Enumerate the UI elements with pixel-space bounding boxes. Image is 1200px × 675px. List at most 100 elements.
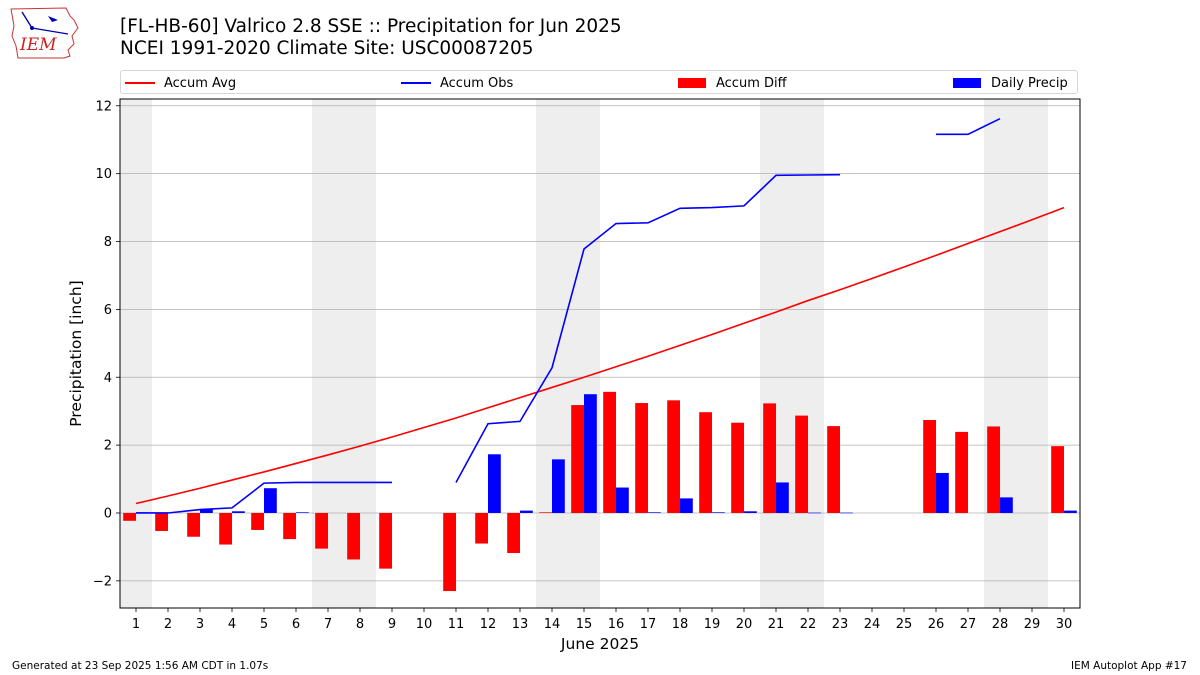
accum-avg-line-segment-1: [135, 206, 1065, 505]
daily-precip-bar-day-12: [488, 454, 501, 513]
legend-item-daily-precip: Daily Precip: [953, 74, 1068, 92]
accum-diff-bar-day-15: [571, 405, 584, 513]
accum-diff-bar-day-1: [123, 512, 136, 521]
x-tick-label-10: 10: [416, 617, 433, 632]
accum-obs-line-segment-2: [455, 173, 841, 483]
legend-label-accum-obs: Accum Obs: [440, 75, 514, 91]
accum-diff-bar-day-5: [251, 512, 264, 530]
x-tick-label-25: 25: [896, 617, 913, 632]
daily-precip-bar-day-23: [840, 512, 853, 514]
daily-precip-bar-day-3: [200, 508, 213, 513]
daily-precip-bar-day-15: [584, 394, 597, 513]
chart-title: [FL-HB-60] Valrico 2.8 SSE :: Precipitat…: [120, 16, 622, 37]
x-tick-label-27: 27: [960, 617, 977, 632]
accum-diff-bar-day-27: [955, 431, 968, 513]
daily-precip-bar-day-28: [1000, 497, 1013, 513]
x-tick-label-28: 28: [992, 617, 1009, 632]
x-tick-label-6: 6: [292, 617, 300, 632]
x-tick-label-23: 23: [832, 617, 849, 632]
instrument-dot: [30, 26, 34, 30]
accum-diff-bar-day-18: [667, 400, 680, 513]
y-tick-label: 6: [104, 303, 112, 318]
accum-diff-bar-day-14: [539, 512, 552, 513]
x-tick-label-13: 13: [512, 617, 529, 632]
x-tick-label-12: 12: [480, 617, 497, 632]
accum-diff-bar-day-13: [507, 512, 520, 554]
x-axis-label: June 2025: [560, 635, 639, 653]
x-tick-label-11: 11: [448, 617, 465, 632]
daily-precip-bar-day-18: [680, 498, 693, 513]
legend-swatch-daily-precip: [953, 78, 981, 88]
legend-item-accum-diff: Accum Diff: [678, 74, 787, 92]
legend-label-daily-precip: Daily Precip: [991, 75, 1068, 91]
x-tick-label-18: 18: [672, 617, 689, 632]
x-tick-label-14: 14: [544, 617, 561, 632]
weekend-band-1: [120, 99, 152, 608]
accum-diff-bar-day-28: [987, 426, 1000, 513]
legend-item-accum-obs: Accum Obs: [401, 74, 513, 92]
daily-precip-bar-day-13: [520, 510, 533, 513]
legend: Accum Avg Accum Obs Accum Diff Daily Pre…: [120, 70, 1078, 94]
daily-precip-bar-day-19: [712, 512, 725, 513]
daily-precip-bar-day-21: [776, 482, 789, 513]
x-tick-label-21: 21: [768, 617, 785, 632]
logo-text: IEM: [19, 35, 57, 55]
accum-obs-line-segment-1: [136, 481, 392, 514]
weekend-band-3: [536, 99, 600, 608]
footer-generated: Generated at 23 Sep 2025 1:56 AM CDT in …: [12, 660, 269, 672]
legend-item-accum-avg: Accum Avg: [125, 74, 236, 92]
daily-precip-bar-day-20: [744, 511, 757, 513]
accum-diff-bar-day-12: [475, 512, 488, 544]
y-tick-label: −2: [93, 574, 112, 589]
accum-diff-bar-day-3: [187, 512, 200, 537]
daily-precip-bar-day-17: [648, 512, 661, 513]
legend-swatch-accum-obs: [401, 82, 431, 84]
accum-diff-bar-day-11: [443, 512, 456, 592]
daily-precip-bar-day-6: [296, 512, 309, 513]
accum-diff-bar-day-4: [219, 512, 232, 545]
accum-diff-bar-day-30: [1051, 446, 1064, 513]
chart-subtitle: NCEI 1991-2020 Climate Site: USC00087205: [120, 38, 534, 59]
accum-diff-bar-day-2: [155, 512, 168, 531]
weekend-band-2: [312, 99, 376, 608]
accum-diff-bar-day-19: [699, 412, 712, 513]
iem-logo: IEM: [10, 7, 79, 59]
weekend-band-4: [760, 99, 824, 608]
legend-label-accum-diff: Accum Diff: [716, 75, 787, 91]
daily-precip-bar-day-4: [232, 511, 245, 513]
x-tick-label-8: 8: [356, 617, 364, 632]
x-tick-label-5: 5: [260, 617, 268, 632]
accum-diff-bar-day-26: [923, 420, 936, 513]
legend-label-accum-avg: Accum Avg: [164, 75, 237, 91]
footer-app: IEM Autoplot App #17: [1071, 660, 1187, 672]
x-tick-label-2: 2: [164, 617, 172, 632]
legend-swatch-accum-avg: [125, 82, 155, 84]
x-tick-label-20: 20: [736, 617, 753, 632]
y-tick-label: 8: [104, 235, 112, 250]
x-tick-label-30: 30: [1056, 617, 1073, 632]
x-tick-label-7: 7: [324, 617, 332, 632]
accum-diff-bar-day-17: [635, 403, 648, 513]
daily-precip-bar-day-1: [136, 512, 149, 513]
x-tick-label-29: 29: [1024, 617, 1041, 632]
accum-diff-bar-day-7: [315, 512, 328, 549]
accum-obs-line-segment-3: [936, 117, 1001, 136]
accum-diff-bar-day-9: [379, 512, 392, 569]
y-tick-label: 0: [104, 506, 112, 521]
accum-diff-bar-day-16: [603, 391, 616, 513]
accum-diff-bar-day-8: [347, 512, 360, 560]
instrument-line: [31, 27, 69, 35]
x-tick-label-22: 22: [800, 617, 817, 632]
y-tick-label: 4: [104, 371, 112, 386]
x-tick-label-9: 9: [388, 617, 396, 632]
y-axis-label: Precipitation [inch]: [67, 280, 85, 426]
daily-precip-bar-day-5: [264, 488, 277, 513]
x-tick-label-1: 1: [132, 617, 140, 632]
x-tick-label-15: 15: [576, 617, 593, 632]
y-tick-label: 2: [104, 439, 112, 454]
y-tick-label: 10: [95, 167, 112, 182]
accum-diff-bar-day-22: [795, 415, 808, 513]
weekend-band-5: [984, 99, 1048, 608]
accum-diff-bar-day-23: [827, 426, 840, 513]
